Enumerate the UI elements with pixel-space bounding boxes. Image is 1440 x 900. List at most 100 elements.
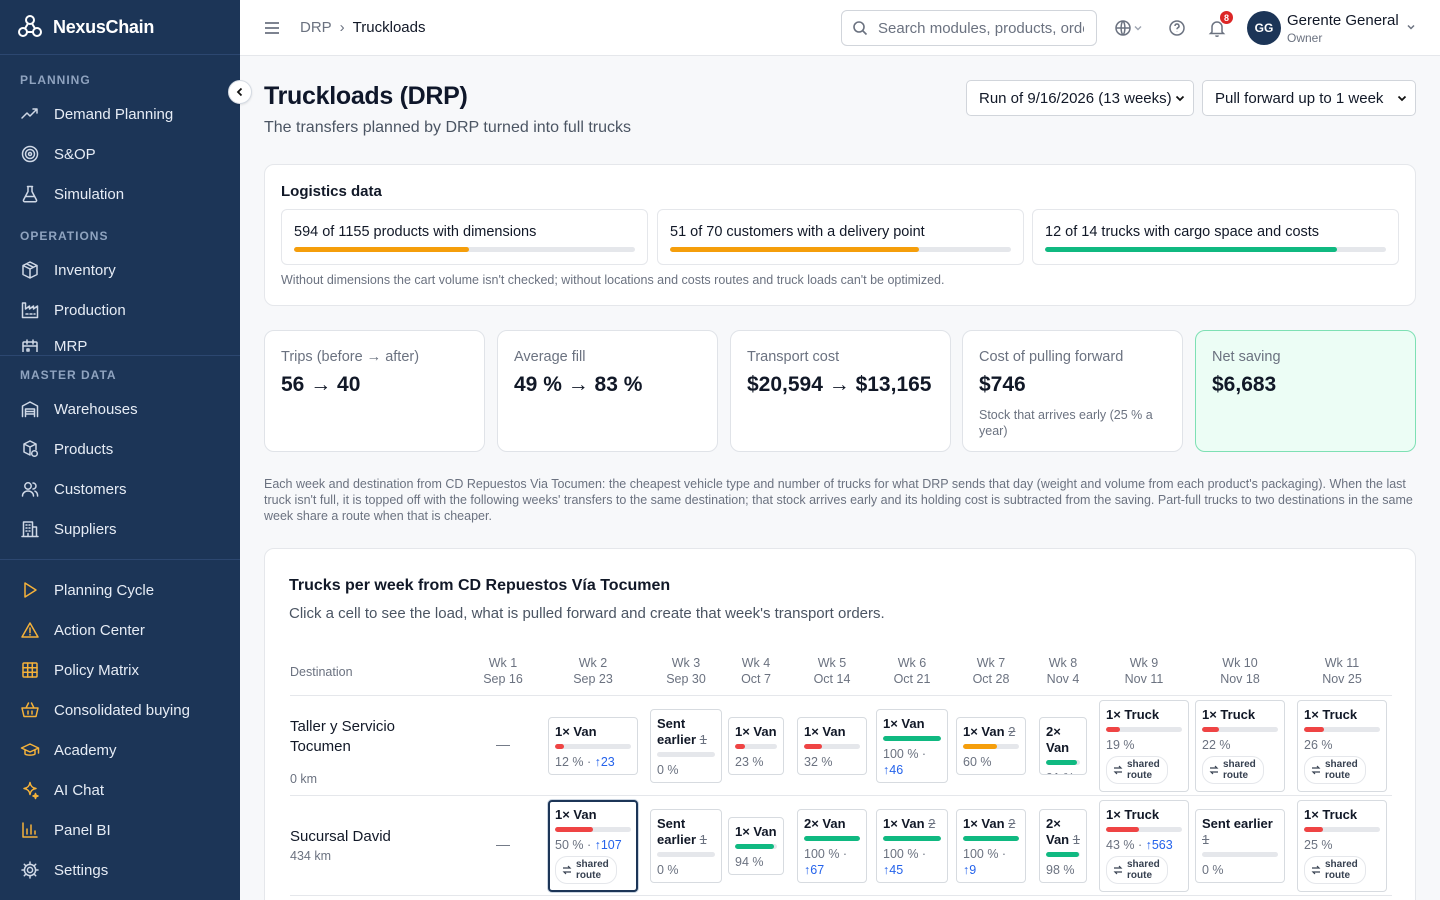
sidebar-item-mrp[interactable]: MRP: [0, 332, 240, 352]
cell-title: 1× Van 2: [883, 816, 941, 832]
route-icon: [1209, 765, 1219, 775]
cell-fill: [963, 744, 997, 749]
sidebar-item-products[interactable]: Products: [0, 431, 240, 467]
cell-fill-percent: 19 %: [1106, 738, 1135, 752]
cell-fill-bar: [555, 827, 631, 832]
cell-fill-bar: [735, 744, 777, 749]
cell-fill-percent: 100 %: [883, 847, 919, 861]
cell-title: 2× Van: [1046, 724, 1080, 756]
week-header: Wk 3 Sep 30: [646, 655, 726, 687]
sidebar-item-action-center[interactable]: Action Center: [0, 612, 240, 648]
help-icon[interactable]: [1167, 18, 1187, 38]
building-icon: [21, 521, 39, 538]
sidebar-collapse-button[interactable]: [228, 80, 252, 104]
truck-cell[interactable]: 2× Van 1 98 %: [1039, 809, 1087, 883]
sidebar-item-consolidated-buying[interactable]: Consolidated buying: [0, 692, 240, 728]
sidebar-item-policy-matrix[interactable]: Policy Matrix: [0, 652, 240, 688]
truck-cell[interactable]: 1× Van 32 %: [797, 717, 867, 775]
chevron-left-icon: [236, 87, 243, 97]
sidebar-item-production[interactable]: Production: [0, 292, 240, 328]
cell-fill-bar: [555, 744, 631, 749]
globe-icon[interactable]: [1113, 18, 1133, 38]
notification-badge: 8: [1219, 10, 1234, 25]
sidebar-item-s-op[interactable]: S&OP: [0, 136, 240, 172]
language-chevron-icon[interactable]: [1134, 24, 1142, 32]
sidebar-item-settings[interactable]: Settings: [0, 852, 240, 888]
breadcrumb-truckloads: Truckloads: [352, 19, 426, 36]
search-input[interactable]: [878, 19, 1084, 37]
sidebar-item-label: Inventory: [54, 261, 116, 279]
truck-cell[interactable]: 1× Van 2 100 % · ↑45: [876, 809, 948, 883]
cell-fill-text: 0 %: [657, 862, 715, 878]
truck-cell[interactable]: 1× Truck 26 % shared route: [1297, 700, 1387, 792]
truck-cell[interactable]: 1× Van 12 % · ↑23: [548, 717, 638, 775]
avatar[interactable]: GG: [1247, 11, 1281, 45]
user-menu-chevron-icon[interactable]: [1406, 22, 1416, 32]
search-box[interactable]: [841, 10, 1097, 46]
cell-title: 1× Truck: [1304, 807, 1380, 823]
truck-cell[interactable]: Sent earlier 1 0 %: [1195, 809, 1285, 883]
truck-cell[interactable]: 1× Truck 25 % shared route: [1297, 800, 1387, 892]
user-role: Owner: [1287, 31, 1323, 45]
truck-cell[interactable]: 2× Van 91 %: [1039, 717, 1087, 775]
truck-cell[interactable]: 1× Van 2 60 %: [956, 717, 1026, 775]
cell-vehicles: 1× Truck: [1304, 707, 1358, 722]
breadcrumb-separator: ›: [339, 19, 345, 36]
sidebar-item-ai-chat[interactable]: AI Chat: [0, 772, 240, 808]
bell-icon[interactable]: [1207, 18, 1227, 38]
cell-fill-bar: [963, 836, 1019, 841]
truck-cell[interactable]: 1× Van 100 % · ↑46: [876, 709, 948, 783]
sidebar-item-inventory[interactable]: Inventory: [0, 252, 240, 288]
week-date: Nov 18: [1220, 672, 1260, 686]
method-description: Each week and destination from CD Repues…: [264, 477, 1413, 523]
sidebar-item-warehouses[interactable]: Warehouses: [0, 391, 240, 427]
cell-fill-percent: 32 %: [804, 755, 833, 769]
menu-icon[interactable]: [262, 18, 282, 38]
truck-cell[interactable]: 1× Truck 19 % shared route: [1099, 700, 1189, 792]
sidebar-item-suppliers[interactable]: Suppliers: [0, 511, 240, 547]
truck-cell[interactable]: 1× Van 2 100 % · ↑9: [956, 809, 1026, 883]
cell-vehicles: 1× Van: [735, 724, 777, 739]
truck-cell[interactable]: 1× Van 50 % · ↑107 shared route: [548, 800, 638, 892]
cell-fill-bar: [1046, 852, 1080, 857]
app-name: NexusChain: [53, 16, 155, 37]
sidebar-item-academy[interactable]: Academy: [0, 732, 240, 768]
kpi-transport-cost: Transport cost $20,594 → $13,165: [730, 330, 951, 452]
sidebar-item-simulation[interactable]: Simulation: [0, 176, 240, 212]
sidebar-item-panel-bi[interactable]: Panel BI: [0, 812, 240, 848]
pull-forward-select[interactable]: Pull forward up to 1 week: [1202, 80, 1416, 116]
cell-original-count: 1: [699, 732, 707, 747]
brand[interactable]: NexusChain: [0, 0, 240, 55]
week-header: Wk 1 Sep 16: [463, 655, 543, 687]
cell-fill: [804, 836, 860, 841]
cell-fill: [804, 744, 822, 749]
cell-pulled-forward: ↑23: [594, 755, 615, 769]
run-select[interactable]: Run of 9/16/2026 (13 weeks): [966, 80, 1194, 116]
user-name[interactable]: Gerente General: [1287, 12, 1399, 29]
sidebar-item-customers[interactable]: Customers: [0, 471, 240, 507]
cell-title: 2× Van: [804, 816, 860, 832]
truck-cell[interactable]: Sent earlier 1 0 %: [650, 809, 722, 883]
cell-fill: [1304, 827, 1323, 832]
truck-cell[interactable]: 1× Van 94 %: [728, 817, 784, 875]
cell-fill: [883, 736, 941, 741]
sidebar-item-label: Planning Cycle: [54, 581, 155, 599]
sidebar-item-label: Consolidated buying: [54, 701, 190, 719]
week-number: Wk 9: [1129, 656, 1159, 670]
truck-cell[interactable]: 1× Truck 22 % shared route: [1195, 700, 1285, 792]
cell-vehicles: 1× Truck: [1106, 707, 1160, 722]
breadcrumb-drp[interactable]: DRP: [300, 19, 332, 36]
row-divider: [290, 895, 1392, 896]
sidebar-item-planning-cycle[interactable]: Planning Cycle: [0, 572, 240, 608]
week-number: Wk 1: [488, 656, 518, 670]
truck-cell[interactable]: Sent earlier 1 0 %: [650, 709, 722, 783]
cell-fill-text: 32 %: [804, 754, 860, 770]
truck-cell[interactable]: 1× Truck 43 % · ↑563 shared route: [1099, 800, 1189, 892]
truck-cell[interactable]: 1× Van 23 %: [728, 717, 784, 775]
sidebar-item-demand-planning[interactable]: Demand Planning: [0, 96, 240, 132]
truck-cell[interactable]: 2× Van 100 % · ↑67: [797, 809, 867, 883]
week-header: Wk 8 Nov 4: [1023, 655, 1103, 687]
cell-vehicles: 1× Van: [883, 716, 925, 731]
cell-fill-bar: [804, 744, 860, 749]
sidebar-item-label: Policy Matrix: [54, 661, 140, 679]
